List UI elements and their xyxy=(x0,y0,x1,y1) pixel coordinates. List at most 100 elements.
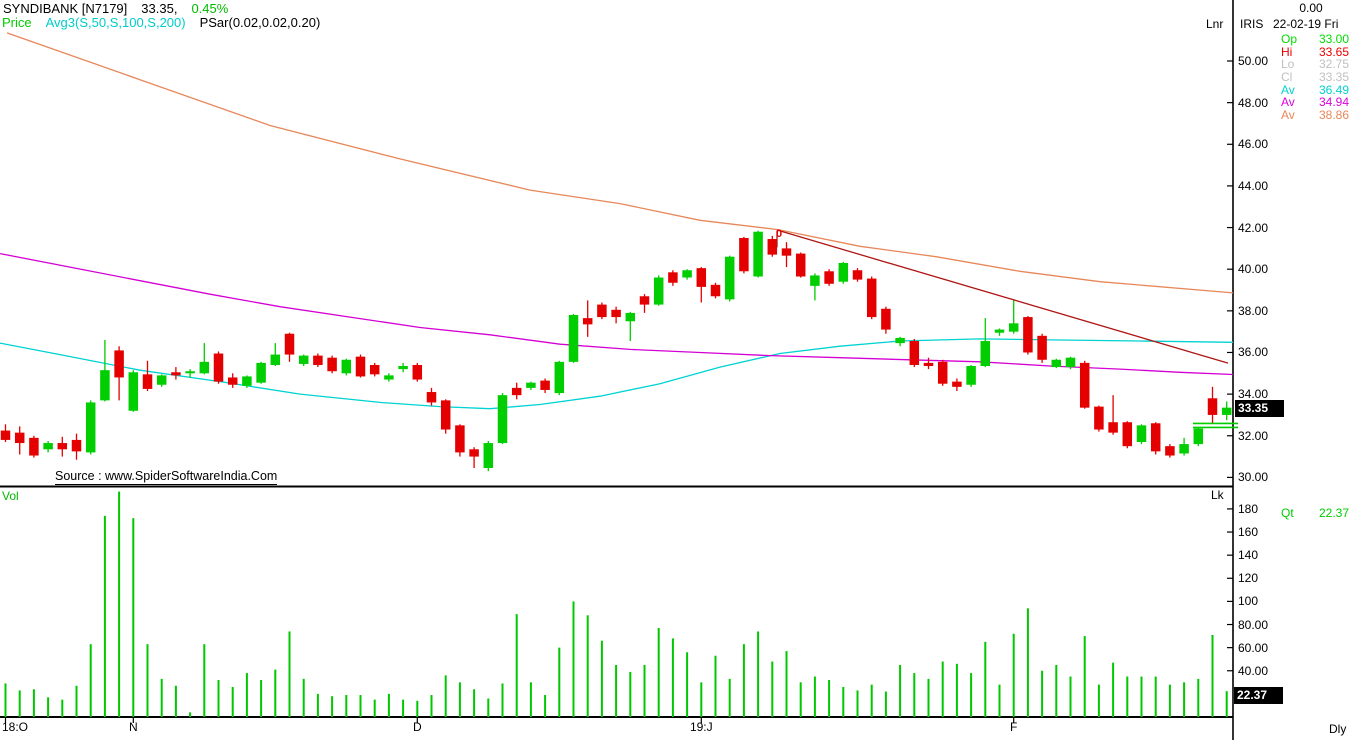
header-line-2: Price Avg3(S,50,S,100,S,200) PSar(0.02,0.0… xyxy=(2,16,334,30)
volume-bar xyxy=(529,682,532,717)
candle-body xyxy=(653,277,664,305)
month-label: 19:J xyxy=(689,720,713,734)
timeframe-label[interactable]: Dly xyxy=(1329,722,1347,736)
trendline-zero-marker: 0 xyxy=(776,228,783,241)
volume-bar xyxy=(714,655,717,717)
price-series-label[interactable]: Price xyxy=(2,15,32,30)
candle-body xyxy=(1179,444,1189,454)
candle xyxy=(881,306,891,334)
volume-bar xyxy=(487,698,490,717)
candle xyxy=(85,400,96,455)
ohlc-label: Av xyxy=(1281,108,1295,123)
candle xyxy=(625,311,636,342)
volume-bar xyxy=(757,631,760,717)
candle-body xyxy=(71,439,82,452)
candle-body xyxy=(852,270,863,280)
candle-body xyxy=(43,443,53,450)
volume-bar xyxy=(146,644,149,717)
candle-body xyxy=(85,402,96,453)
candle-body xyxy=(753,231,763,277)
volume-axis-label: 60.00 xyxy=(1238,640,1269,655)
candle xyxy=(199,343,210,375)
qt-label: Qt xyxy=(1281,506,1294,520)
ohlc-info-row: Op 33.00 xyxy=(1281,33,1349,46)
candle-body xyxy=(937,361,948,384)
candle-body xyxy=(412,364,423,380)
ohlc-value: 34.94 xyxy=(1318,95,1349,110)
volume-bar xyxy=(174,685,177,717)
candle xyxy=(43,440,53,453)
last-price-tag: 33.35 xyxy=(1235,399,1284,417)
change-value: 0.00 xyxy=(1299,1,1323,15)
volume-bar xyxy=(700,682,703,717)
candle xyxy=(526,381,536,390)
candle-body xyxy=(114,350,124,378)
candle-body xyxy=(270,354,281,365)
volume-bar xyxy=(302,678,305,717)
volume-bar xyxy=(913,673,916,717)
volume-bar xyxy=(274,669,277,717)
volume-bar xyxy=(1154,676,1157,717)
volume-bar xyxy=(600,640,603,717)
candle xyxy=(100,339,110,402)
volume-bar xyxy=(643,664,646,717)
price-axis-label: 40.00 xyxy=(1238,262,1269,277)
volume-bar xyxy=(870,684,873,717)
volume-axis-label: 180 xyxy=(1238,501,1259,516)
candle-body xyxy=(313,355,323,365)
ma-line-avg-200 xyxy=(6,32,1234,294)
header-line-1: SYNDIBANK [N7179] 33.35, 0.45% xyxy=(3,2,242,16)
price-axis-label: 36.00 xyxy=(1238,345,1269,360)
volume-bar xyxy=(132,518,135,717)
volume-bar xyxy=(1069,676,1072,717)
psar-indicator-label[interactable]: PSar(0.02,0.02,0.20) xyxy=(199,15,321,30)
volume-bar xyxy=(1026,608,1029,717)
avg-indicator-label[interactable]: Avg3(S,50,S,100,S,200) xyxy=(45,15,186,30)
current-volume-tag: 22.37 xyxy=(1234,687,1283,705)
volume-bar xyxy=(1083,636,1086,717)
candle xyxy=(284,332,295,362)
candle xyxy=(313,353,323,368)
candle-body xyxy=(980,341,991,367)
candle-body xyxy=(384,375,394,380)
volume-bar xyxy=(260,680,263,717)
ohlc-info-row: Cl 33.35 xyxy=(1281,71,1349,84)
candle xyxy=(597,302,607,320)
volume-bar xyxy=(1126,676,1129,717)
candle xyxy=(1051,358,1062,369)
candle xyxy=(724,255,735,302)
source-watermark: Source : www.SpiderSoftwareIndia.Com xyxy=(55,469,278,485)
volume-bar xyxy=(160,678,163,717)
candle xyxy=(980,318,991,368)
price-axis xyxy=(1227,60,1233,478)
candle xyxy=(1207,386,1218,424)
candle-body xyxy=(767,239,778,255)
volume-bar xyxy=(785,651,788,717)
candle xyxy=(653,275,664,306)
candle-body xyxy=(668,272,678,283)
volume-bar xyxy=(231,686,234,717)
candle-body xyxy=(284,333,295,355)
candle xyxy=(227,373,238,388)
scale-mode-label[interactable]: Lnr xyxy=(1206,17,1224,31)
candle-body xyxy=(1051,359,1062,368)
month-label: F xyxy=(1010,720,1018,734)
candle xyxy=(824,269,834,286)
volume-bar xyxy=(61,699,64,717)
candle xyxy=(355,354,366,378)
candle-body xyxy=(100,370,110,401)
candle-body xyxy=(185,371,195,374)
volume-bar xyxy=(103,515,106,717)
ohlc-value: 38.86 xyxy=(1318,108,1349,123)
ohlc-value: 36.49 xyxy=(1318,82,1349,97)
volume-panel-title: Vol xyxy=(2,489,19,503)
quote-date: 22-02-19 Fri xyxy=(1273,17,1339,31)
quantity-row: Qt 22.37 xyxy=(1281,506,1349,520)
volume-bar xyxy=(1197,678,1200,717)
candle-body xyxy=(469,449,479,457)
candle-body xyxy=(1079,362,1090,408)
volume-bar xyxy=(1012,633,1015,717)
volume-bar xyxy=(615,664,618,717)
candle-body xyxy=(1122,422,1133,447)
ohlc-label: Av xyxy=(1281,95,1295,110)
